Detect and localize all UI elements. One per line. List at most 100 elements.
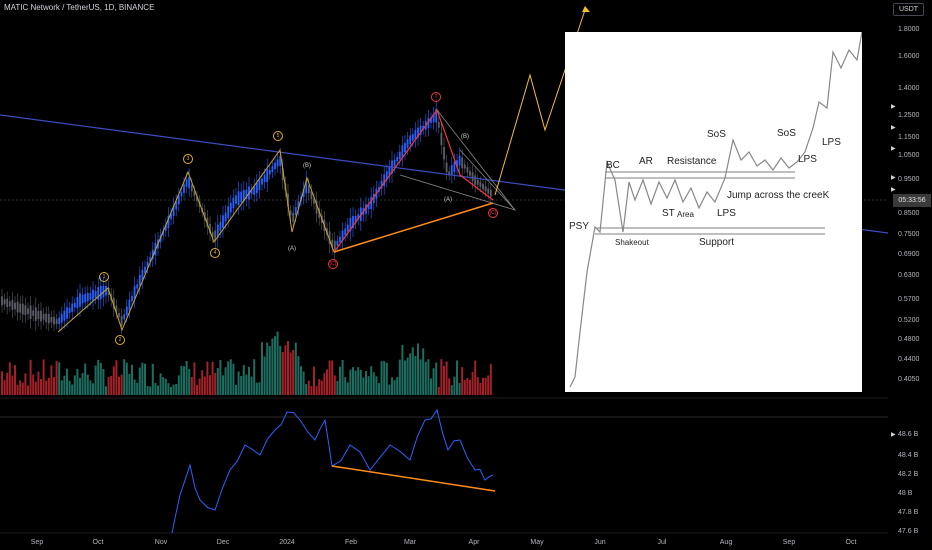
volume-bar: [380, 361, 383, 395]
countdown-tag: 05:33:56: [893, 194, 931, 207]
currency-badge[interactable]: USDT: [893, 3, 925, 16]
volume-bars: [1, 331, 492, 395]
volume-bar: [266, 342, 269, 395]
volume-bar: [318, 379, 321, 395]
candle-body: [406, 139, 409, 148]
candle-body: [271, 166, 274, 173]
volume-bar: [146, 385, 149, 395]
wyckoff-sos-1: SoS: [707, 129, 726, 140]
candle-body: [63, 310, 66, 321]
candle-body: [214, 230, 217, 242]
candle-body: [71, 303, 74, 313]
wave-label-3: 3: [183, 154, 193, 164]
volume-bar: [333, 375, 336, 395]
arrow-marker-icon: ▶: [891, 432, 896, 438]
candle-body: [19, 303, 22, 313]
candle-body: [432, 113, 435, 123]
volume-bar: [476, 377, 479, 395]
volume-bar: [123, 359, 126, 395]
price-tick: 1.8000: [898, 26, 920, 33]
candle-body: [42, 314, 45, 320]
volume-bar: [45, 380, 48, 395]
volume-bar: [183, 366, 185, 395]
candle-body: [73, 302, 76, 308]
candle-body: [120, 316, 123, 327]
volume-bar: [432, 368, 435, 395]
volume-bar: [289, 352, 292, 395]
candle-body: [357, 214, 360, 220]
volume-bar: [66, 368, 68, 395]
wave-label-b1: (B): [303, 163, 311, 169]
volume-bar: [284, 345, 287, 395]
volume-bar: [222, 375, 224, 395]
volume-bar: [235, 384, 237, 395]
volume-bar: [32, 374, 35, 395]
candle-body: [188, 176, 191, 189]
wyckoff-psy: PSY: [569, 221, 590, 232]
candle-body: [183, 184, 185, 193]
volume-bar: [414, 355, 417, 395]
price-chart[interactable]: [0, 0, 888, 550]
volume-bar: [167, 383, 170, 395]
volume-bar: [99, 362, 102, 395]
volume-bar: [328, 360, 331, 395]
candle-body: [463, 164, 466, 169]
time-tick: Oct: [92, 539, 104, 546]
candle-body: [131, 296, 133, 302]
volume-bar: [359, 369, 362, 395]
volume-bar: [76, 368, 79, 395]
candle-body: [419, 125, 422, 135]
volume-bar: [411, 347, 414, 395]
candle-body: [16, 301, 19, 313]
candle-body: [409, 135, 412, 145]
candle-body: [167, 216, 170, 228]
volume-bar: [79, 377, 81, 395]
wyckoff-lps-2: LPS: [822, 137, 841, 148]
volume-bar: [232, 363, 235, 395]
volume-bar: [110, 375, 113, 395]
volume-bar: [19, 380, 22, 395]
candle-body: [125, 306, 128, 316]
candle-body: [37, 310, 40, 320]
volume-bar: [281, 352, 284, 395]
volume-bar: [419, 359, 422, 395]
symbol-title[interactable]: MATIC Network / TetherUS, 1D, BINANCE: [4, 3, 155, 12]
volume-bar: [385, 362, 388, 395]
volume-bar: [219, 359, 222, 395]
volume-bar: [159, 373, 162, 395]
volume-bar: [474, 360, 477, 395]
volume-bar: [58, 362, 61, 395]
volume-bar: [287, 341, 289, 395]
volume-bar: [141, 362, 144, 395]
candle-body: [331, 239, 334, 248]
candle-body: [435, 108, 438, 123]
volume-bar: [16, 384, 19, 395]
candle-body: [6, 298, 9, 308]
candle-body: [141, 269, 144, 281]
candle-body: [349, 217, 352, 232]
wave-label-2: 2: [115, 335, 125, 345]
arrow-marker-icon: ▶: [891, 125, 896, 131]
candle-body: [79, 293, 81, 307]
volume-bar: [398, 359, 401, 395]
volume-bar: [188, 369, 191, 395]
wave-label-b2: (B): [461, 134, 469, 140]
candlestick-series: [1, 99, 492, 334]
volume-bar: [206, 361, 209, 395]
oscillator-divergence-line: [331, 465, 496, 492]
volume-bar: [227, 361, 230, 395]
time-tick: Sep: [30, 539, 44, 546]
candle-body: [235, 195, 237, 204]
volume-bar: [435, 362, 438, 395]
volume-bar: [326, 369, 328, 395]
oscillator-line: [171, 408, 494, 534]
candle-body: [180, 192, 183, 197]
volume-bar: [393, 380, 396, 395]
volume-bar: [320, 380, 323, 395]
candle-body: [50, 316, 53, 323]
volume-bar: [250, 376, 253, 395]
candle-body: [21, 303, 24, 315]
candle-body: [333, 240, 336, 253]
volume-bar: [292, 349, 295, 395]
candle-body: [367, 203, 370, 210]
